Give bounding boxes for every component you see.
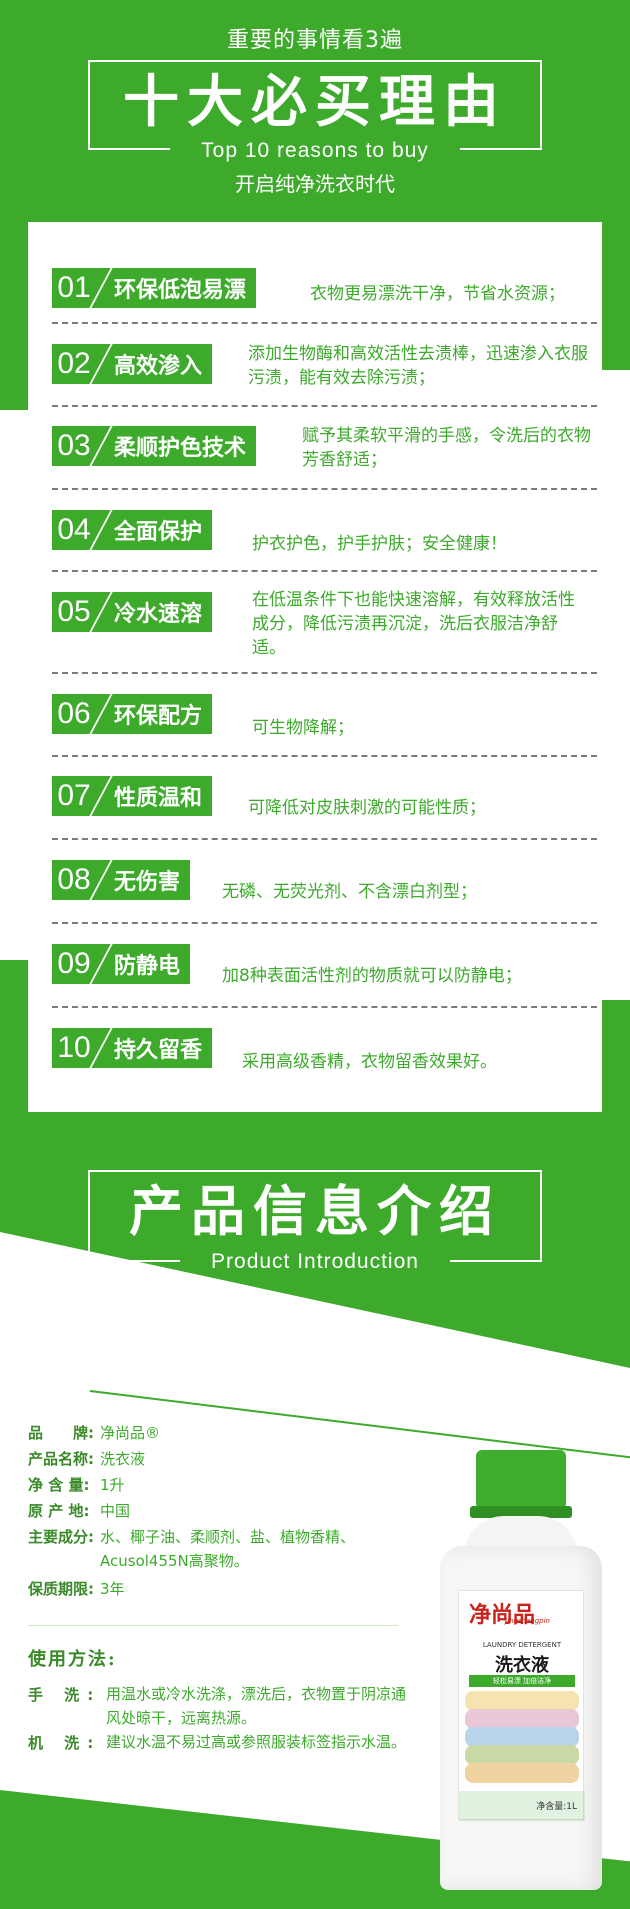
right-green-strip [602, 240, 630, 370]
reason-title: 柔顺护色技术 [114, 436, 247, 461]
reason-tag: 03 柔顺护色技术 [52, 423, 257, 469]
reason-tag: 09 防静电 [52, 941, 191, 987]
reason-title: 持久留香 [114, 1038, 203, 1063]
header-small-title: 重要的事情看3遍 [227, 28, 403, 53]
dashed-divider [52, 488, 597, 490]
reason-description: 采用高级香精，衣物留香效果好。 [242, 1052, 497, 1072]
chinese-subtitle: 开启纯净洗衣时代 [235, 172, 395, 196]
left-green-strip [0, 240, 28, 410]
reason-tag: 10 持久留香 [52, 1025, 213, 1071]
info-value: 1升 [100, 1476, 125, 1494]
title-frame [88, 60, 542, 156]
product-title-frame [88, 1170, 542, 1270]
reason-title: 环保配方 [114, 704, 203, 729]
towels-illustration [465, 1691, 579, 1791]
right-green-strip-lower [602, 1070, 630, 1110]
reason-description: 无磷、无荧光剂、不含漂白剂型； [222, 882, 477, 902]
reason-title: 全面保护 [114, 520, 203, 545]
reason-tag: 02 高效渗入 [52, 341, 213, 387]
bottle-cap-ring [470, 1506, 572, 1518]
reason-number: 06 [57, 697, 91, 730]
reason-description: 可降低对皮肤刺激的可能性质； [248, 798, 486, 818]
info-row-shelf-life: 保质期限: 3年 [28, 1578, 125, 1600]
reason-number: 02 [57, 347, 91, 380]
reason-tag: 04 全面保护 [52, 507, 213, 553]
dashed-divider [52, 322, 597, 324]
bottle-label: 净尚品 Jingshangpin LAUNDRY DETERGENT 洗衣液 轻… [458, 1590, 585, 1821]
reason-title: 无伤害 [114, 870, 181, 895]
info-row-brand: 品 牌: 净尚品® [28, 1422, 160, 1444]
label-chinese: 洗衣液 [495, 1655, 549, 1676]
info-value: Acusol455N高聚物。 [100, 1552, 249, 1570]
reason-title: 高效渗入 [114, 354, 203, 379]
dashed-divider [52, 838, 597, 840]
reason-description: 护衣护色，护手护肤；安全健康！ [252, 534, 507, 554]
label-footer-band [459, 1791, 585, 1821]
dashed-divider [52, 922, 597, 924]
info-label: 产品名称: [28, 1450, 94, 1468]
reason-title: 性质温和 [114, 786, 203, 811]
info-row-volume: 净 含 量: 1升 [28, 1474, 125, 1496]
info-row-ingredients-cont: Acusol455N高聚物。 [100, 1550, 249, 1572]
label-volume: 净含量:1L [536, 1802, 577, 1812]
machine-wash-text: 建议水温不易过高或参照服装标签指示水温。 [106, 1733, 407, 1751]
info-label: 净 含 量: [28, 1476, 90, 1494]
header-background [0, 0, 630, 240]
info-value: 3年 [100, 1580, 125, 1598]
info-row-origin: 原 产 地: 中国 [28, 1500, 130, 1522]
dashed-divider [52, 1006, 597, 1008]
info-label: 品 牌: [28, 1424, 94, 1442]
product-bottle-image: 净尚品 Jingshangpin LAUNDRY DETERGENT 洗衣液 轻… [440, 1450, 602, 1890]
info-row-name: 产品名称: 洗衣液 [28, 1448, 145, 1470]
reason-description: 衣物更易漂洗干净，节省水资源； [310, 284, 565, 304]
bottle-cap [476, 1450, 566, 1508]
reason-title: 环保低泡易漂 [114, 278, 247, 303]
dashed-divider [52, 405, 597, 407]
reason-number: 07 [57, 779, 91, 812]
reason-description: 赋予其柔软平滑的手感，令洗后的衣物芳香舒适； [302, 426, 591, 470]
usage-title: 使用方法: [28, 1649, 117, 1670]
info-value: 洗衣液 [100, 1450, 146, 1468]
info-row-ingredients: 主要成分: 水、椰子油、柔顺剂、盐、植物香精、 [28, 1526, 355, 1548]
product-section-subtitle: Product Introduction [211, 1250, 419, 1273]
info-label: 原 产 地: [28, 1502, 90, 1520]
machine-wash-label: 机 洗: [28, 1734, 102, 1752]
info-value: 中国 [100, 1502, 131, 1520]
reason-tag: 06 环保配方 [52, 691, 213, 737]
dashed-divider [52, 570, 597, 572]
brand-pinyin: Jingshangpin [505, 1617, 550, 1625]
dashed-divider [52, 755, 597, 757]
dashed-divider [52, 672, 597, 674]
hand-wash-label: 手 洗: [28, 1686, 102, 1704]
brand-logo: 净尚品 [469, 1602, 536, 1628]
label-tagline: 轻松易漂 加倍洁净 [469, 1675, 575, 1687]
english-subtitle: Top 10 reasons to buy [201, 139, 429, 162]
hand-wash-text: 用温水或冷水洗涤，漂洗后，衣物置于阴凉通风处晾干，远离热源。 [106, 1685, 407, 1727]
main-title: 十大必买理由 [123, 70, 507, 135]
reason-number: 09 [57, 947, 91, 980]
reason-description: 添加生物酶和高效活性去渍棒，迅速渗入衣服污渍，能有效去除污渍； [248, 344, 588, 388]
reason-description: 加8种表面活性剂的物质就可以防静电； [222, 966, 522, 986]
info-value: 净尚品® [100, 1424, 161, 1442]
reason-number: 03 [57, 429, 91, 462]
reason-tag: 08 无伤害 [52, 857, 191, 903]
info-value: 水、椰子油、柔顺剂、盐、植物香精、 [100, 1528, 356, 1546]
reason-number: 10 [57, 1031, 91, 1064]
product-section-title: 产品信息介绍 [129, 1180, 501, 1243]
reason-number: 08 [57, 863, 91, 896]
reason-title: 冷水速溶 [114, 602, 203, 627]
info-label: 主要成分: [28, 1528, 94, 1546]
reason-number: 04 [57, 513, 91, 546]
reason-number: 01 [57, 271, 91, 304]
info-label: 保质期限: [28, 1580, 94, 1598]
reason-description: 在低温条件下也能快速溶解，有效释放活性成分，降低污渍再沉淀，洗后衣服洁净舒适。 [252, 590, 575, 658]
reason-tag: 07 性质温和 [52, 773, 213, 819]
label-english: LAUNDRY DETERGENT [482, 1641, 562, 1649]
reason-title: 防静电 [114, 954, 181, 979]
reason-tag: 05 冷水速溶 [52, 589, 213, 635]
reason-number: 05 [57, 595, 91, 628]
reason-description: 可生物降解； [252, 718, 354, 738]
reason-tag: 01 环保低泡易漂 [52, 265, 257, 311]
info-separator [28, 1625, 398, 1626]
